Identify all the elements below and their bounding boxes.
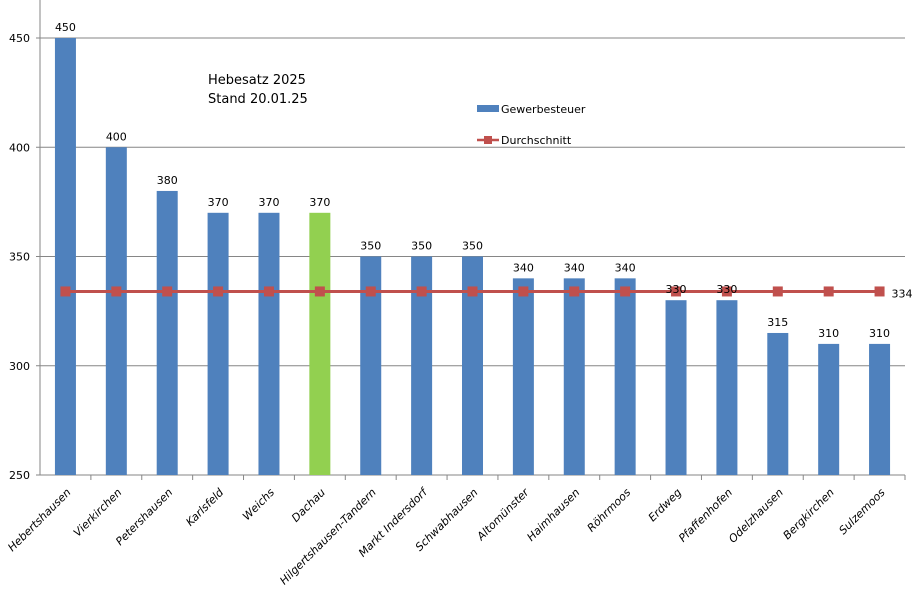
y-tick-label: 450 [9,32,30,45]
average-marker [620,286,631,297]
average-marker [772,286,783,297]
bar-altomünster [512,278,534,475]
average-marker [721,286,732,297]
average-end-label: 334 [892,287,913,300]
bar-karlsfeld [207,212,229,476]
x-tick-label: Dachau [289,486,328,525]
bar-dachau [309,212,331,476]
bar-röhrmoos [614,278,636,475]
data-label: 330 [666,283,687,296]
bar-weichs [258,212,280,476]
bar-hilgertshausen-tandern [360,256,382,475]
bar-sulzemoos [869,343,891,475]
average-marker [111,286,122,297]
legend: Gewerbesteuer Durchschnitt [477,103,586,147]
average-marker [213,286,224,297]
bar-pfaffenhofen [716,300,738,475]
data-label: 315 [767,316,788,329]
legend-swatch-gewerbesteuer [477,105,499,112]
y-tick-label: 350 [9,251,30,264]
average-marker [467,286,478,297]
bar-hebertshausen [54,38,76,475]
data-label: 340 [615,261,636,274]
average-marker [569,286,580,297]
average-marker [823,286,834,297]
bar-erdweg [665,300,687,475]
data-label: 380 [157,174,178,187]
data-label: 340 [564,261,585,274]
average-marker [365,286,376,297]
data-label: 340 [513,261,534,274]
data-label: 350 [360,240,381,253]
data-label: 350 [411,240,432,253]
x-tick-label: Vierkirchen [71,486,124,539]
average-marker [263,286,274,297]
x-tick-label: Odelzhausen [726,486,786,546]
average-marker [314,286,325,297]
bar-vierkirchen [105,147,127,475]
legend-marker-durchschnitt [484,136,492,144]
data-label: 370 [309,196,330,209]
average-marker [162,286,173,297]
data-label: 370 [258,196,279,209]
y-tick-label: 300 [9,360,30,373]
data-label: 370 [208,196,229,209]
bar-odelzhausen [767,332,789,475]
average-marker [874,286,885,297]
x-tick-label: Karlsfeld [183,485,227,529]
x-tick-label: Röhrmoos [585,486,634,535]
bar-bergkirchen [818,343,840,475]
x-tick-label: Erdweg [646,486,684,524]
data-label: 310 [869,327,890,340]
x-tick-label: Hilgertshausen-Tandern [277,486,379,588]
chart-title-line-2: Stand 20.01.25 [208,92,308,107]
bar-haimhausen [563,278,585,475]
chart-title-line-1: Hebesatz 2025 [208,73,306,88]
legend-label-gewerbesteuer: Gewerbesteuer [501,103,586,116]
bar-schwabhausen [462,256,483,475]
data-label: 350 [462,240,483,253]
data-label: 330 [716,283,737,296]
y-tick-label: 250 [9,469,30,482]
bar-petershausen [156,190,178,475]
x-tick-label: Weichs [240,486,277,523]
legend-label-durchschnitt: Durchschnitt [501,134,572,147]
average-marker [671,286,682,297]
average-marker [518,286,529,297]
x-tick-label: Sulzemoos [836,486,887,537]
x-tick-label: Haimhausen [524,486,582,544]
x-tick-label: Hebertshausen [5,486,73,554]
x-tick-label: Bergkirchen [781,486,837,542]
average-marker [60,286,71,297]
data-label: 400 [106,130,127,143]
data-label: 450 [55,21,76,34]
average-marker [416,286,427,297]
data-label: 310 [818,327,839,340]
y-tick-label: 400 [9,141,30,154]
bar-markt indersdorf [411,256,433,475]
